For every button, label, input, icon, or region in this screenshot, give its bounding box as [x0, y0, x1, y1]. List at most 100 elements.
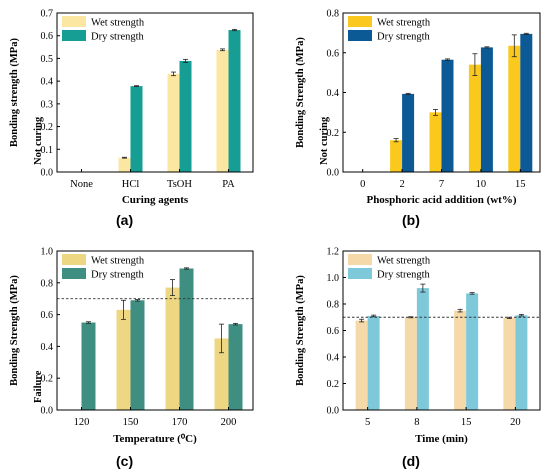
x-tick-label: PA	[222, 179, 235, 190]
annotation: Not curing	[319, 116, 330, 165]
x-tick-label: 7	[439, 179, 444, 190]
x-tick-label: 20	[510, 417, 521, 428]
legend-swatch	[62, 268, 86, 279]
chart-panel-1: 0.0 0.1 0.2 0.3 0.4 0.5 0.6 0.7 None HCl TsOH PA Cur…	[9, 9, 254, 206]
y-tick-label: 0.6	[41, 31, 54, 42]
x-tick-label: 10	[476, 179, 487, 190]
bar	[441, 59, 454, 172]
y-tick-label: 1.2	[327, 247, 340, 258]
legend-swatch	[348, 30, 372, 41]
y-tick-label: 1.0	[41, 247, 54, 258]
legend-swatch	[62, 254, 86, 265]
x-tick-label: 2	[399, 179, 404, 190]
legend-label: Dry strength	[377, 270, 431, 281]
bar	[214, 338, 229, 410]
x-axis-label: Curing agents	[122, 194, 189, 206]
bar	[454, 310, 467, 410]
x-tick-label: 0	[360, 179, 365, 190]
x-tick-label: 8	[414, 417, 419, 428]
bar	[228, 30, 241, 172]
bar	[503, 317, 516, 410]
annotation: Failure	[33, 370, 44, 403]
bar	[228, 324, 243, 410]
bar	[367, 315, 380, 410]
y-tick-label: 0.0	[327, 168, 340, 179]
bar	[165, 287, 180, 410]
legend-swatch	[62, 30, 86, 41]
bar	[416, 288, 429, 410]
y-axis-label: Bonding Strength (MPa)	[295, 37, 306, 148]
bar	[355, 320, 368, 410]
bar	[81, 322, 96, 410]
x-tick-label: 150	[123, 417, 139, 428]
x-tick-label: 5	[365, 417, 370, 428]
legend-swatch	[348, 254, 372, 265]
panel-label-d: (d)	[402, 453, 420, 469]
panel-label-b: (b)	[402, 212, 420, 228]
x-tick-label: TsOH	[167, 179, 192, 190]
panel-label-c: (c)	[116, 453, 134, 469]
y-tick-label: 0.2	[41, 374, 54, 385]
y-tick-label: 0.1	[41, 145, 54, 156]
y-tick-label: 0.3	[41, 99, 54, 110]
y-tick-label: 0.8	[327, 9, 340, 20]
plot-frame	[56, 12, 254, 173]
y-tick-label: 0.8	[327, 300, 340, 311]
bar	[130, 86, 143, 172]
bar	[429, 112, 442, 172]
y-tick-label: 1.0	[327, 273, 340, 284]
y-tick-label: 0.7	[41, 9, 54, 20]
x-tick-label: 120	[74, 417, 90, 428]
chart-panel-3: 0.0 0.2 0.4 0.6 0.8 1.0 120 150 170 200 Temperatur…	[9, 247, 254, 445]
bar	[520, 33, 533, 173]
x-axis-label: Phosphoric acid addition (wt%)	[366, 194, 516, 206]
x-tick-label: 170	[172, 417, 188, 428]
x-axis-label: Time (min)	[415, 433, 468, 445]
bar	[402, 93, 415, 172]
y-tick-label: 0.0	[41, 168, 54, 179]
x-tick-label: 15	[515, 179, 526, 190]
legend-swatch	[348, 16, 372, 27]
x-tick-label: 200	[221, 417, 237, 428]
y-tick-label: 0.4	[41, 77, 54, 88]
legend-label: Wet strength	[377, 256, 431, 267]
y-tick-label: 0.4	[41, 342, 54, 353]
legend-label: Wet strength	[377, 18, 431, 29]
legend-swatch	[62, 16, 86, 27]
chart-panel-4: 0.0 0.2 0.4 0.6 0.8 1.0 1.2 5 8 15 20 Time (min) Bon…	[295, 247, 541, 445]
panel-label-a: (a)	[116, 212, 134, 228]
x-tick-label: 15	[461, 417, 472, 428]
y-tick-label: 0.2	[41, 122, 54, 133]
y-tick-label: 0.6	[327, 326, 340, 337]
y-tick-label: 0.4	[327, 353, 340, 364]
bar	[130, 300, 145, 410]
y-tick-label: 0.8	[41, 278, 54, 289]
bar	[515, 315, 528, 410]
y-tick-label: 0.6	[41, 310, 54, 321]
y-tick-label: 0.0	[41, 406, 54, 417]
bar	[216, 49, 229, 172]
y-axis-label: Bonding Strength (MPa)	[9, 275, 20, 386]
bar	[390, 140, 403, 172]
y-axis-label: Bonding Strength (MPa)	[295, 275, 306, 386]
bar	[118, 157, 131, 172]
bar	[179, 60, 192, 173]
y-tick-label: 0.0	[327, 406, 340, 417]
bar	[508, 45, 521, 173]
y-tick-label: 0.6	[327, 48, 340, 59]
x-tick-label: HCl	[122, 179, 140, 190]
legend-label: Wet strength	[91, 18, 145, 29]
y-tick-label: 0.4	[327, 88, 340, 99]
bar	[179, 268, 194, 410]
legend-label: Dry strength	[91, 32, 145, 43]
bar	[167, 73, 180, 172]
bar	[466, 293, 479, 410]
x-tick-label: None	[70, 179, 93, 190]
legend-label: Wet strength	[91, 256, 145, 267]
bar	[116, 309, 131, 410]
bar	[468, 64, 481, 172]
y-tick-label: 0.2	[327, 128, 340, 139]
annotation: Not curing	[33, 116, 44, 165]
chart-panel-2: 0.0 0.2 0.4 0.6 0.8 0 2 7 10 15 Phosphoric acid ad…	[295, 9, 541, 206]
